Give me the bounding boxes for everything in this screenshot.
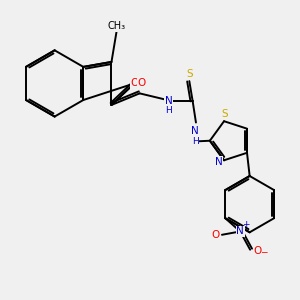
Text: CH₃: CH₃	[107, 21, 125, 31]
Text: O: O	[137, 78, 146, 88]
Text: N: N	[191, 127, 199, 136]
Text: S: S	[221, 109, 228, 119]
Text: S: S	[186, 69, 193, 79]
Text: O: O	[130, 78, 138, 88]
Text: H: H	[192, 137, 199, 146]
Text: N: N	[236, 226, 244, 236]
Text: N: N	[165, 96, 172, 106]
Text: N: N	[215, 157, 223, 167]
Text: O: O	[212, 230, 220, 240]
Text: +: +	[242, 220, 250, 229]
Text: H: H	[165, 106, 172, 116]
Text: O: O	[253, 246, 262, 256]
Text: −: −	[260, 247, 268, 256]
